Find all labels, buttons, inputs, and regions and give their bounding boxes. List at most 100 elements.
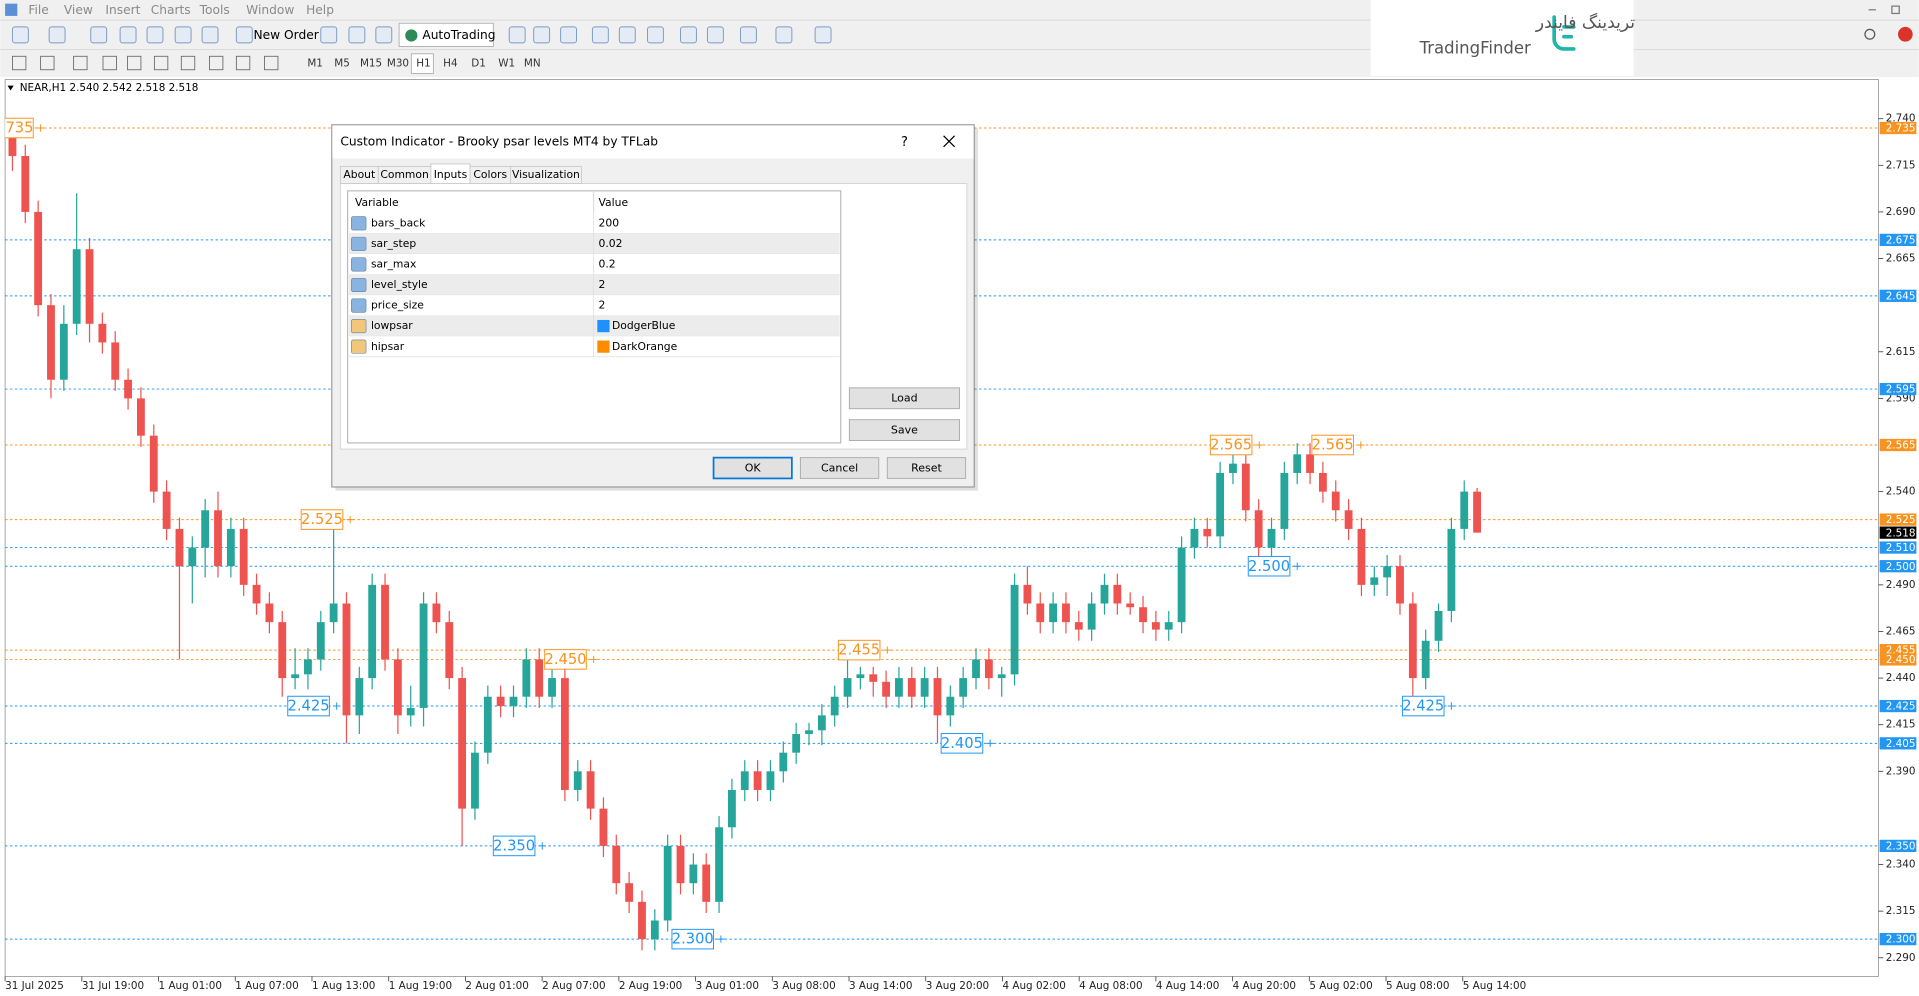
tool-icon[interactable]: [73, 55, 88, 71]
toolbar-icon[interactable]: [119, 26, 137, 44]
timeframe-button[interactable]: M30: [387, 58, 409, 70]
timeframe-button[interactable]: W1: [498, 58, 515, 70]
button-label[interactable]: OK: [745, 461, 762, 474]
x-tick-label: 4 Aug 20:00: [1233, 980, 1296, 992]
param-value[interactable]: 200: [599, 216, 620, 229]
param-value[interactable]: DarkOrange: [612, 340, 678, 353]
candle-body: [34, 211, 43, 306]
tool-icon[interactable]: [40, 55, 55, 71]
toolbar-icon[interactable]: [201, 26, 219, 44]
param-value[interactable]: 0.02: [599, 237, 623, 250]
level-tag-box: [492, 835, 536, 857]
param-value[interactable]: DodgerBlue: [612, 319, 676, 332]
table-row[interactable]: [348, 315, 840, 337]
toolbar-icon[interactable]: [646, 26, 664, 44]
tool-icon[interactable]: [12, 55, 27, 71]
candle-body: [1151, 622, 1160, 630]
timeframe-button[interactable]: M5: [334, 58, 350, 70]
tool-icon[interactable]: [235, 55, 251, 71]
toolbar-icon[interactable]: [814, 26, 832, 44]
candle-body: [483, 696, 492, 753]
button-label[interactable]: Cancel: [821, 461, 858, 474]
button-label[interactable]: Save: [891, 423, 918, 436]
tab-label[interactable]: Visualization: [512, 168, 580, 181]
button[interactable]: [712, 456, 793, 480]
toolbar-icon[interactable]: [375, 26, 393, 44]
table-row[interactable]: [348, 254, 840, 275]
button[interactable]: [848, 419, 960, 441]
tool-icon[interactable]: [209, 55, 224, 71]
notification-badge[interactable]: [1897, 26, 1913, 42]
autotrading-button[interactable]: AutoTrading: [422, 28, 495, 42]
toolbar-icon[interactable]: [90, 26, 108, 44]
restore-icon[interactable]: [1891, 5, 1900, 15]
button[interactable]: [886, 457, 967, 479]
menu-item[interactable]: Help: [306, 3, 334, 17]
level-tag: 2.425: [288, 698, 330, 715]
candle-body: [419, 603, 428, 708]
timeframe-button[interactable]: D1: [471, 58, 486, 70]
tool-icon[interactable]: [180, 55, 196, 71]
toolbar-icon[interactable]: [146, 26, 164, 44]
menu-item[interactable]: Window: [246, 3, 294, 17]
toolbar-icon[interactable]: [48, 26, 66, 44]
button[interactable]: [799, 457, 880, 479]
candle-body: [972, 659, 980, 679]
param-value[interactable]: 0.2: [599, 258, 616, 271]
tool-icon[interactable]: [102, 55, 117, 71]
search-icon[interactable]: [1864, 28, 1876, 40]
param-value[interactable]: 2: [599, 278, 606, 291]
candle-body: [1383, 566, 1392, 578]
toolbar-icon[interactable]: [174, 26, 192, 44]
candle-body: [1267, 528, 1276, 548]
menu-item[interactable]: File: [28, 3, 48, 17]
toolbar-icon[interactable]: [560, 26, 578, 44]
toolbar-icon[interactable]: [235, 26, 253, 44]
close-button[interactable]: [943, 135, 956, 148]
candle-body: [933, 678, 942, 716]
toolbar-icon[interactable]: [739, 26, 757, 44]
button-label[interactable]: Load: [891, 392, 917, 405]
button-label[interactable]: Reset: [911, 461, 942, 474]
toolbar-icon[interactable]: [680, 26, 697, 44]
timeframe-button[interactable]: H1: [416, 58, 430, 70]
toolbar-icon[interactable]: [11, 26, 29, 44]
help-button[interactable]: ?: [901, 135, 908, 150]
menu-item[interactable]: View: [64, 3, 93, 17]
timeframe-button[interactable]: MN: [524, 58, 541, 70]
toolbar-icon[interactable]: [618, 26, 636, 44]
tab-label[interactable]: Inputs: [434, 168, 468, 181]
tool-icon[interactable]: [127, 55, 142, 71]
table-row[interactable]: [348, 295, 840, 316]
tab-label[interactable]: Common: [380, 168, 428, 181]
toolbar-icon[interactable]: [775, 26, 793, 44]
x-tick-label: 2 Aug 01:00: [465, 980, 528, 992]
menu-item[interactable]: Insert: [105, 3, 140, 17]
axis-level-label: 2.405: [1886, 738, 1916, 750]
toolbar-icon[interactable]: [508, 26, 526, 44]
menu-item[interactable]: Tools: [199, 3, 230, 17]
param-value[interactable]: 2: [599, 299, 606, 312]
new-order-button[interactable]: New Order: [253, 28, 319, 42]
tool-icon[interactable]: [264, 55, 279, 71]
table-row[interactable]: [348, 274, 840, 296]
toolbar-icon[interactable]: [320, 26, 338, 44]
tab-label[interactable]: Colors: [473, 168, 507, 181]
menu-item[interactable]: Charts: [151, 3, 191, 17]
toolbar-icon[interactable]: [591, 26, 609, 44]
toolbar-icon[interactable]: [706, 26, 724, 44]
toolbar-icon[interactable]: [533, 26, 551, 44]
table-row[interactable]: [348, 233, 840, 255]
level-tag-box: [940, 733, 984, 754]
tab[interactable]: [510, 165, 582, 184]
tab-label[interactable]: About: [343, 168, 375, 181]
table-row[interactable]: [348, 336, 840, 357]
candle-body: [1408, 603, 1417, 679]
table-row[interactable]: [348, 212, 840, 234]
timeframe-button[interactable]: M15: [360, 58, 382, 70]
timeframe-button[interactable]: H4: [443, 58, 458, 70]
tool-icon[interactable]: [153, 55, 169, 71]
button[interactable]: [848, 387, 960, 410]
toolbar-icon[interactable]: [348, 26, 366, 44]
timeframe-button[interactable]: M1: [307, 58, 323, 70]
